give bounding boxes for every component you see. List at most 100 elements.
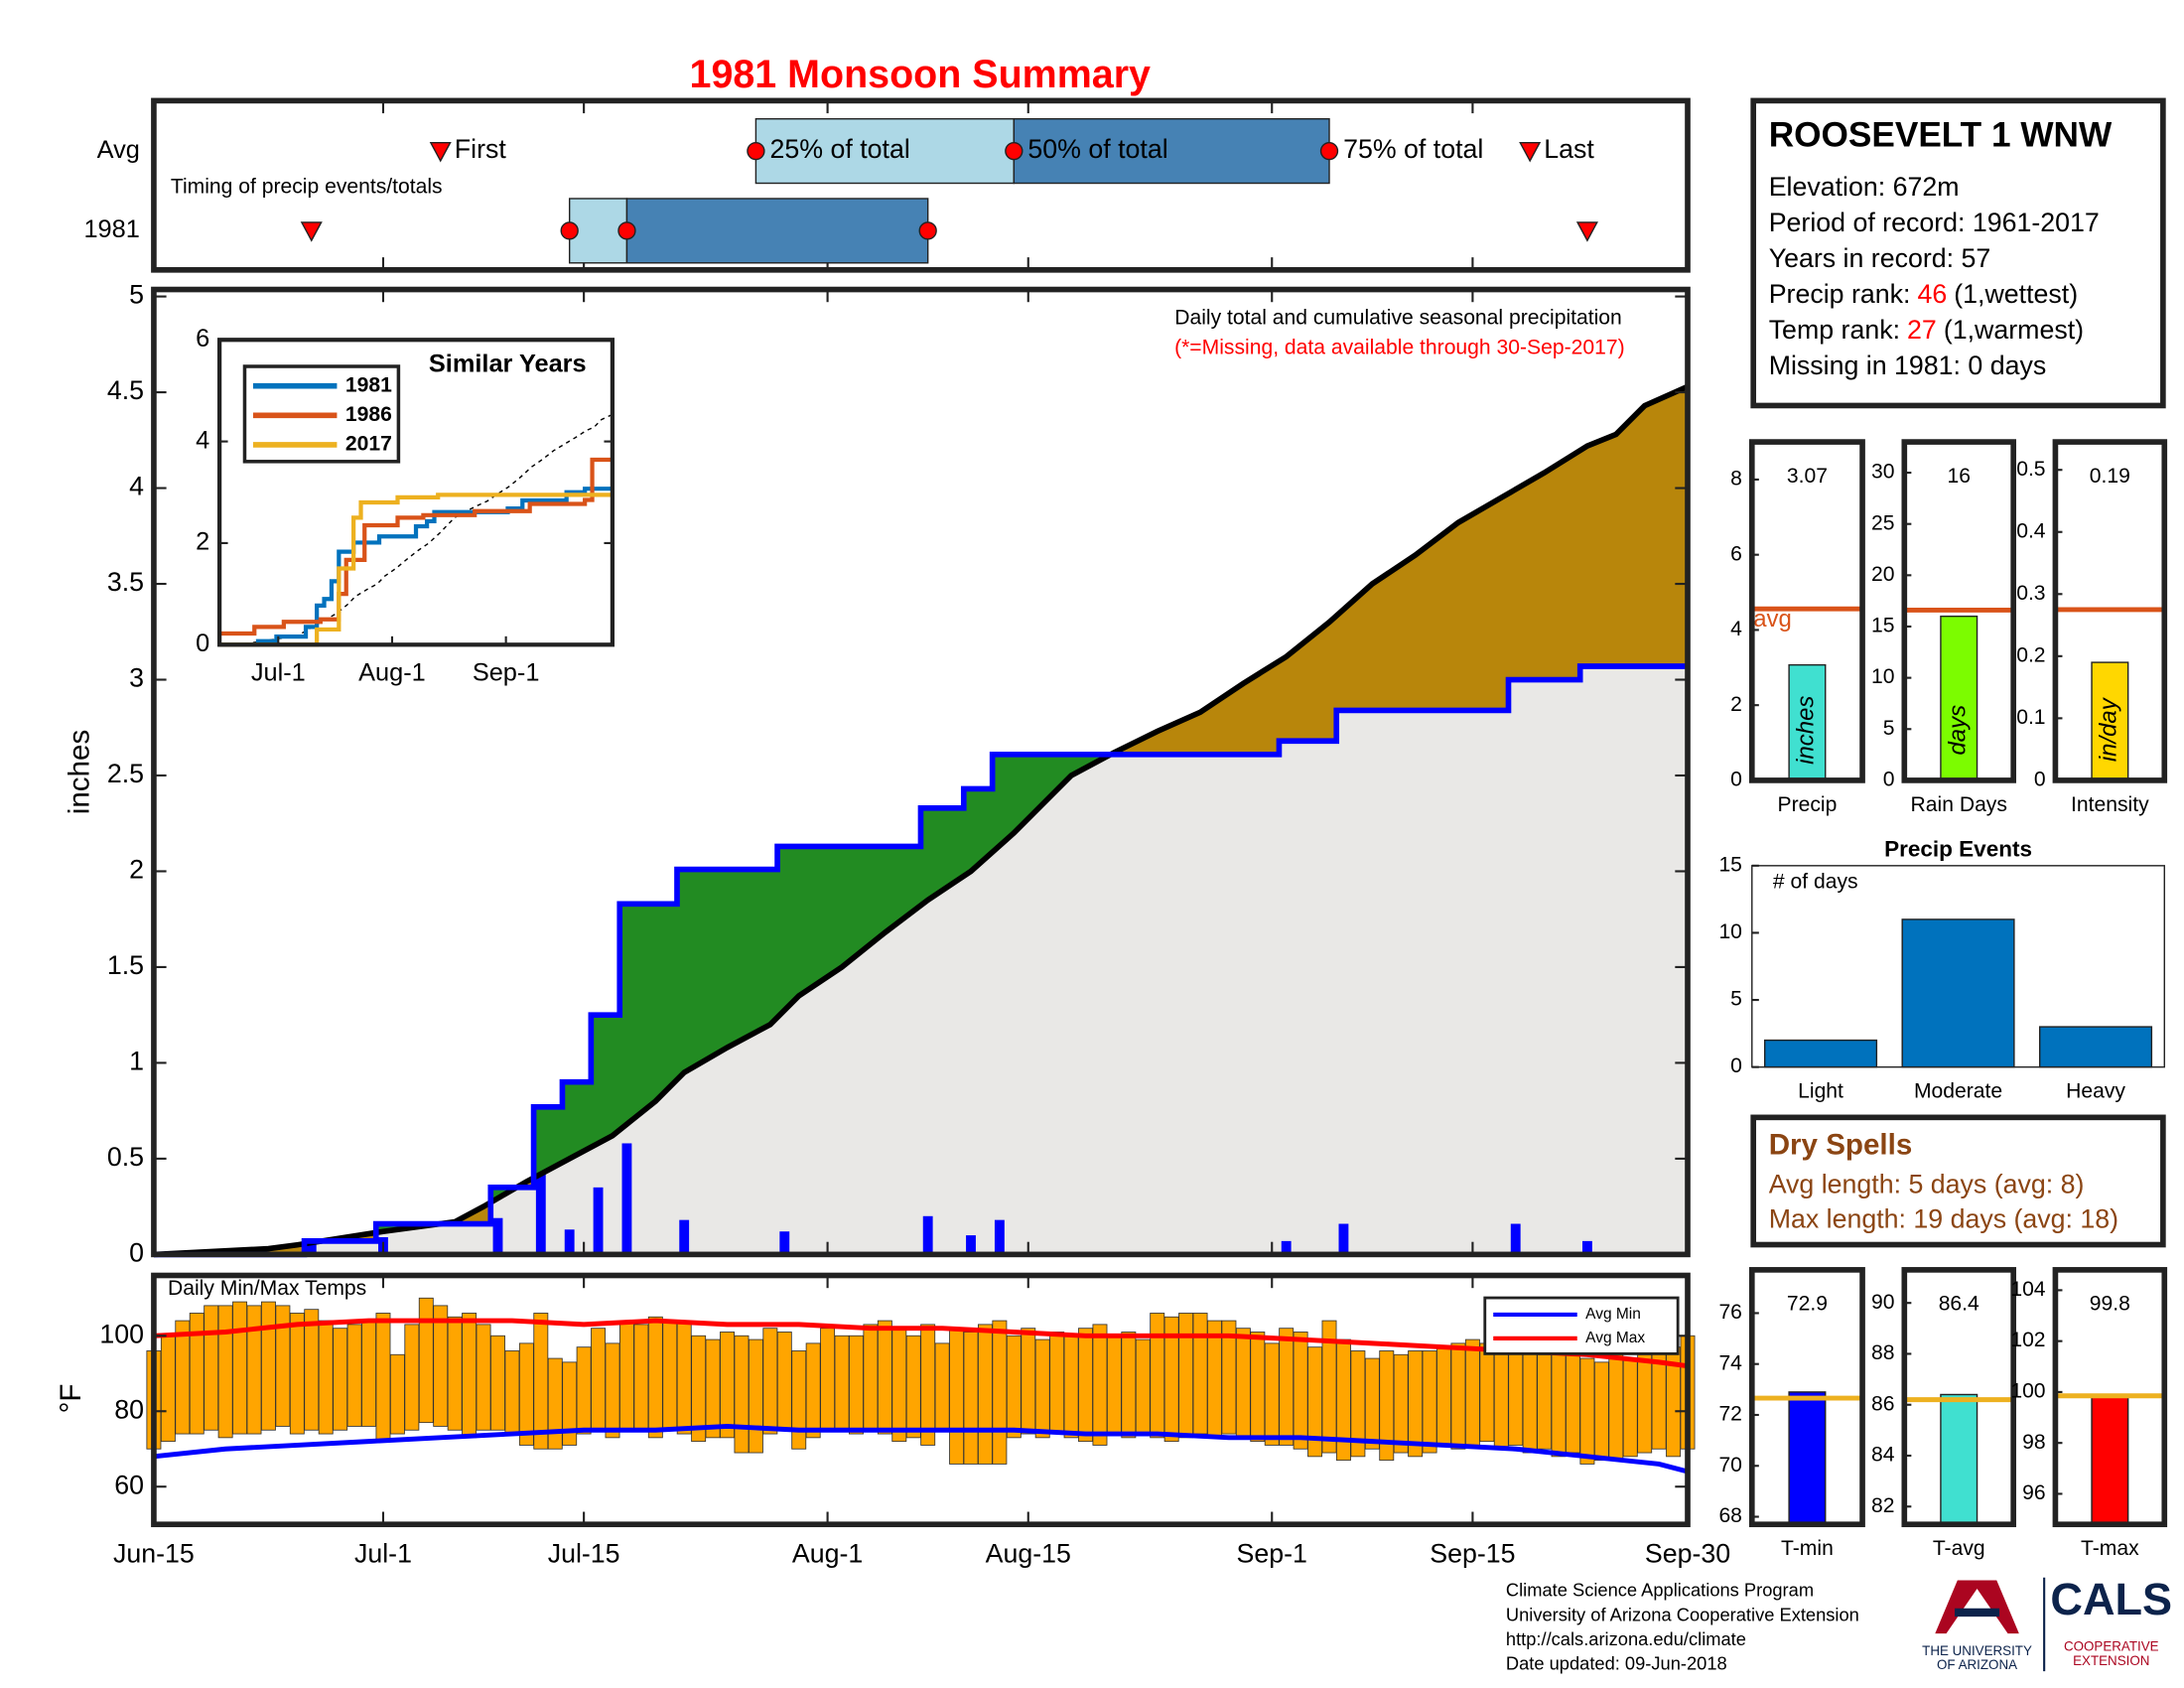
logo-text: COOPERATIVE bbox=[2064, 1639, 2159, 1654]
logo-text: THE UNIVERSITY bbox=[1922, 1643, 2032, 1658]
x-tick-label: Heavy bbox=[2066, 1080, 2125, 1103]
y-tick-label: 5 bbox=[1730, 988, 1742, 1011]
temp-bar bbox=[705, 1338, 721, 1439]
station-rank: Precip rank: 46 (1,wettest) bbox=[1769, 279, 2078, 309]
timing-marker bbox=[429, 141, 452, 163]
dry-spells-line: Avg length: 5 days (avg: 8) bbox=[1769, 1169, 2085, 1198]
temp-bar bbox=[476, 1324, 491, 1431]
gauge-bar bbox=[1940, 615, 1979, 781]
temp-bar bbox=[289, 1313, 305, 1435]
x-tick-label: Jul-1 bbox=[251, 659, 306, 687]
temp-bar bbox=[905, 1335, 921, 1439]
y-tick-label: 0 bbox=[1730, 768, 1742, 790]
y-tick-label: 68 bbox=[1718, 1504, 1741, 1527]
y-tick-label: 102 bbox=[2010, 1329, 2045, 1351]
category-label: T-min bbox=[1781, 1537, 1834, 1560]
y-tick-label: 3 bbox=[129, 663, 144, 693]
rank-label: Temp rank: bbox=[1769, 315, 1900, 345]
y-tick-label: 84 bbox=[1871, 1444, 1895, 1467]
y-tick-label: 3.5 bbox=[107, 567, 144, 597]
x-tick-label: Sep-1 bbox=[1237, 1538, 1307, 1568]
temp-bar bbox=[633, 1324, 649, 1431]
row-label: Avg bbox=[97, 136, 140, 164]
daily-bar bbox=[779, 1231, 790, 1255]
daily-bar bbox=[593, 1187, 604, 1255]
temp-bar bbox=[418, 1297, 434, 1424]
temp-bar bbox=[1006, 1335, 1022, 1439]
y-tick-label: 6 bbox=[1730, 542, 1742, 565]
temp-bar bbox=[447, 1316, 463, 1431]
temp-bar bbox=[820, 1328, 836, 1431]
temp-bar bbox=[1593, 1361, 1609, 1462]
gauge-bar bbox=[2091, 661, 2129, 781]
y-tick-label: 88 bbox=[1871, 1341, 1894, 1364]
area-base bbox=[153, 666, 1688, 1255]
temp-bar bbox=[920, 1324, 936, 1446]
daily-bar bbox=[535, 1174, 546, 1255]
frame bbox=[1901, 439, 2016, 783]
y-axis-label: °F bbox=[55, 1384, 87, 1414]
timing-bar bbox=[1013, 118, 1330, 185]
temp-bar bbox=[1364, 1357, 1380, 1450]
temp-bar bbox=[1207, 1320, 1222, 1439]
temp-bar bbox=[1293, 1332, 1308, 1450]
temp-bar bbox=[217, 1305, 233, 1439]
temp-bar bbox=[1450, 1342, 1466, 1450]
temp-bar bbox=[1121, 1332, 1137, 1439]
legend-label: Avg Max bbox=[1585, 1330, 1645, 1346]
daily-bar bbox=[966, 1235, 976, 1255]
value-label: 16 bbox=[1947, 465, 1970, 488]
temp-bar bbox=[720, 1332, 735, 1439]
y-tick-label: 20 bbox=[1871, 563, 1894, 586]
ua-logo bbox=[1935, 1577, 2046, 1672]
y-tick-label: 0.5 bbox=[2016, 458, 2045, 481]
gauge-bar bbox=[1940, 1393, 1979, 1525]
annotation: # of days bbox=[1773, 870, 1858, 893]
y-tick-label: 0 bbox=[1883, 768, 1895, 790]
daily-bar bbox=[564, 1229, 575, 1255]
frame bbox=[217, 338, 615, 647]
daily-bar bbox=[306, 1240, 317, 1255]
y-tick-label: 25 bbox=[1871, 511, 1894, 534]
temp-bar bbox=[1608, 1353, 1624, 1462]
temp-bar bbox=[791, 1350, 807, 1450]
page-title: 1981 Monsoon Summary bbox=[690, 53, 1152, 96]
legend-box bbox=[1483, 1296, 1680, 1355]
temp-bar bbox=[204, 1305, 219, 1431]
temp-bar bbox=[333, 1328, 348, 1431]
temp-bar bbox=[490, 1335, 505, 1431]
y-tick-label: 4 bbox=[1730, 618, 1742, 640]
temp-bar bbox=[346, 1324, 362, 1427]
temp-bar bbox=[1551, 1346, 1567, 1458]
y-tick-label: 70 bbox=[1718, 1454, 1741, 1477]
temp-bar bbox=[605, 1342, 620, 1439]
daily-bar bbox=[1281, 1240, 1292, 1255]
gauge-bar bbox=[1788, 1391, 1827, 1525]
temp-bar bbox=[1622, 1357, 1638, 1458]
category-label: T-avg bbox=[1933, 1537, 1985, 1560]
daily-bar bbox=[994, 1219, 1005, 1255]
logo-cals: CALS bbox=[2050, 1574, 2172, 1624]
frame bbox=[151, 97, 1691, 273]
frame bbox=[1748, 1267, 1865, 1528]
y-tick-label: 0 bbox=[1730, 1055, 1742, 1077]
x-tick-label: Jun-15 bbox=[113, 1538, 195, 1568]
timing-bar bbox=[754, 118, 1016, 185]
rank-value: 46 bbox=[1917, 279, 1947, 309]
timing-label: 75% of total bbox=[1343, 134, 1483, 164]
y-tick-label: 0.1 bbox=[2016, 706, 2045, 729]
daily-bar bbox=[1338, 1223, 1349, 1255]
temp-bar bbox=[462, 1313, 478, 1439]
daily-bar bbox=[1581, 1240, 1592, 1255]
value-label: 0.19 bbox=[2090, 465, 2130, 488]
series-line bbox=[219, 492, 613, 647]
y-tick-label: 2 bbox=[129, 855, 144, 885]
temp-bar bbox=[1150, 1313, 1165, 1439]
x-tick-label: Aug-15 bbox=[986, 1538, 1071, 1568]
value-label: 99.8 bbox=[2090, 1293, 2130, 1316]
station-rank: Temp rank: 27 (1,warmest) bbox=[1769, 315, 2084, 345]
temp-bar bbox=[1637, 1353, 1653, 1454]
dry-spells-line: Max length: 19 days (avg: 18) bbox=[1769, 1204, 2118, 1234]
